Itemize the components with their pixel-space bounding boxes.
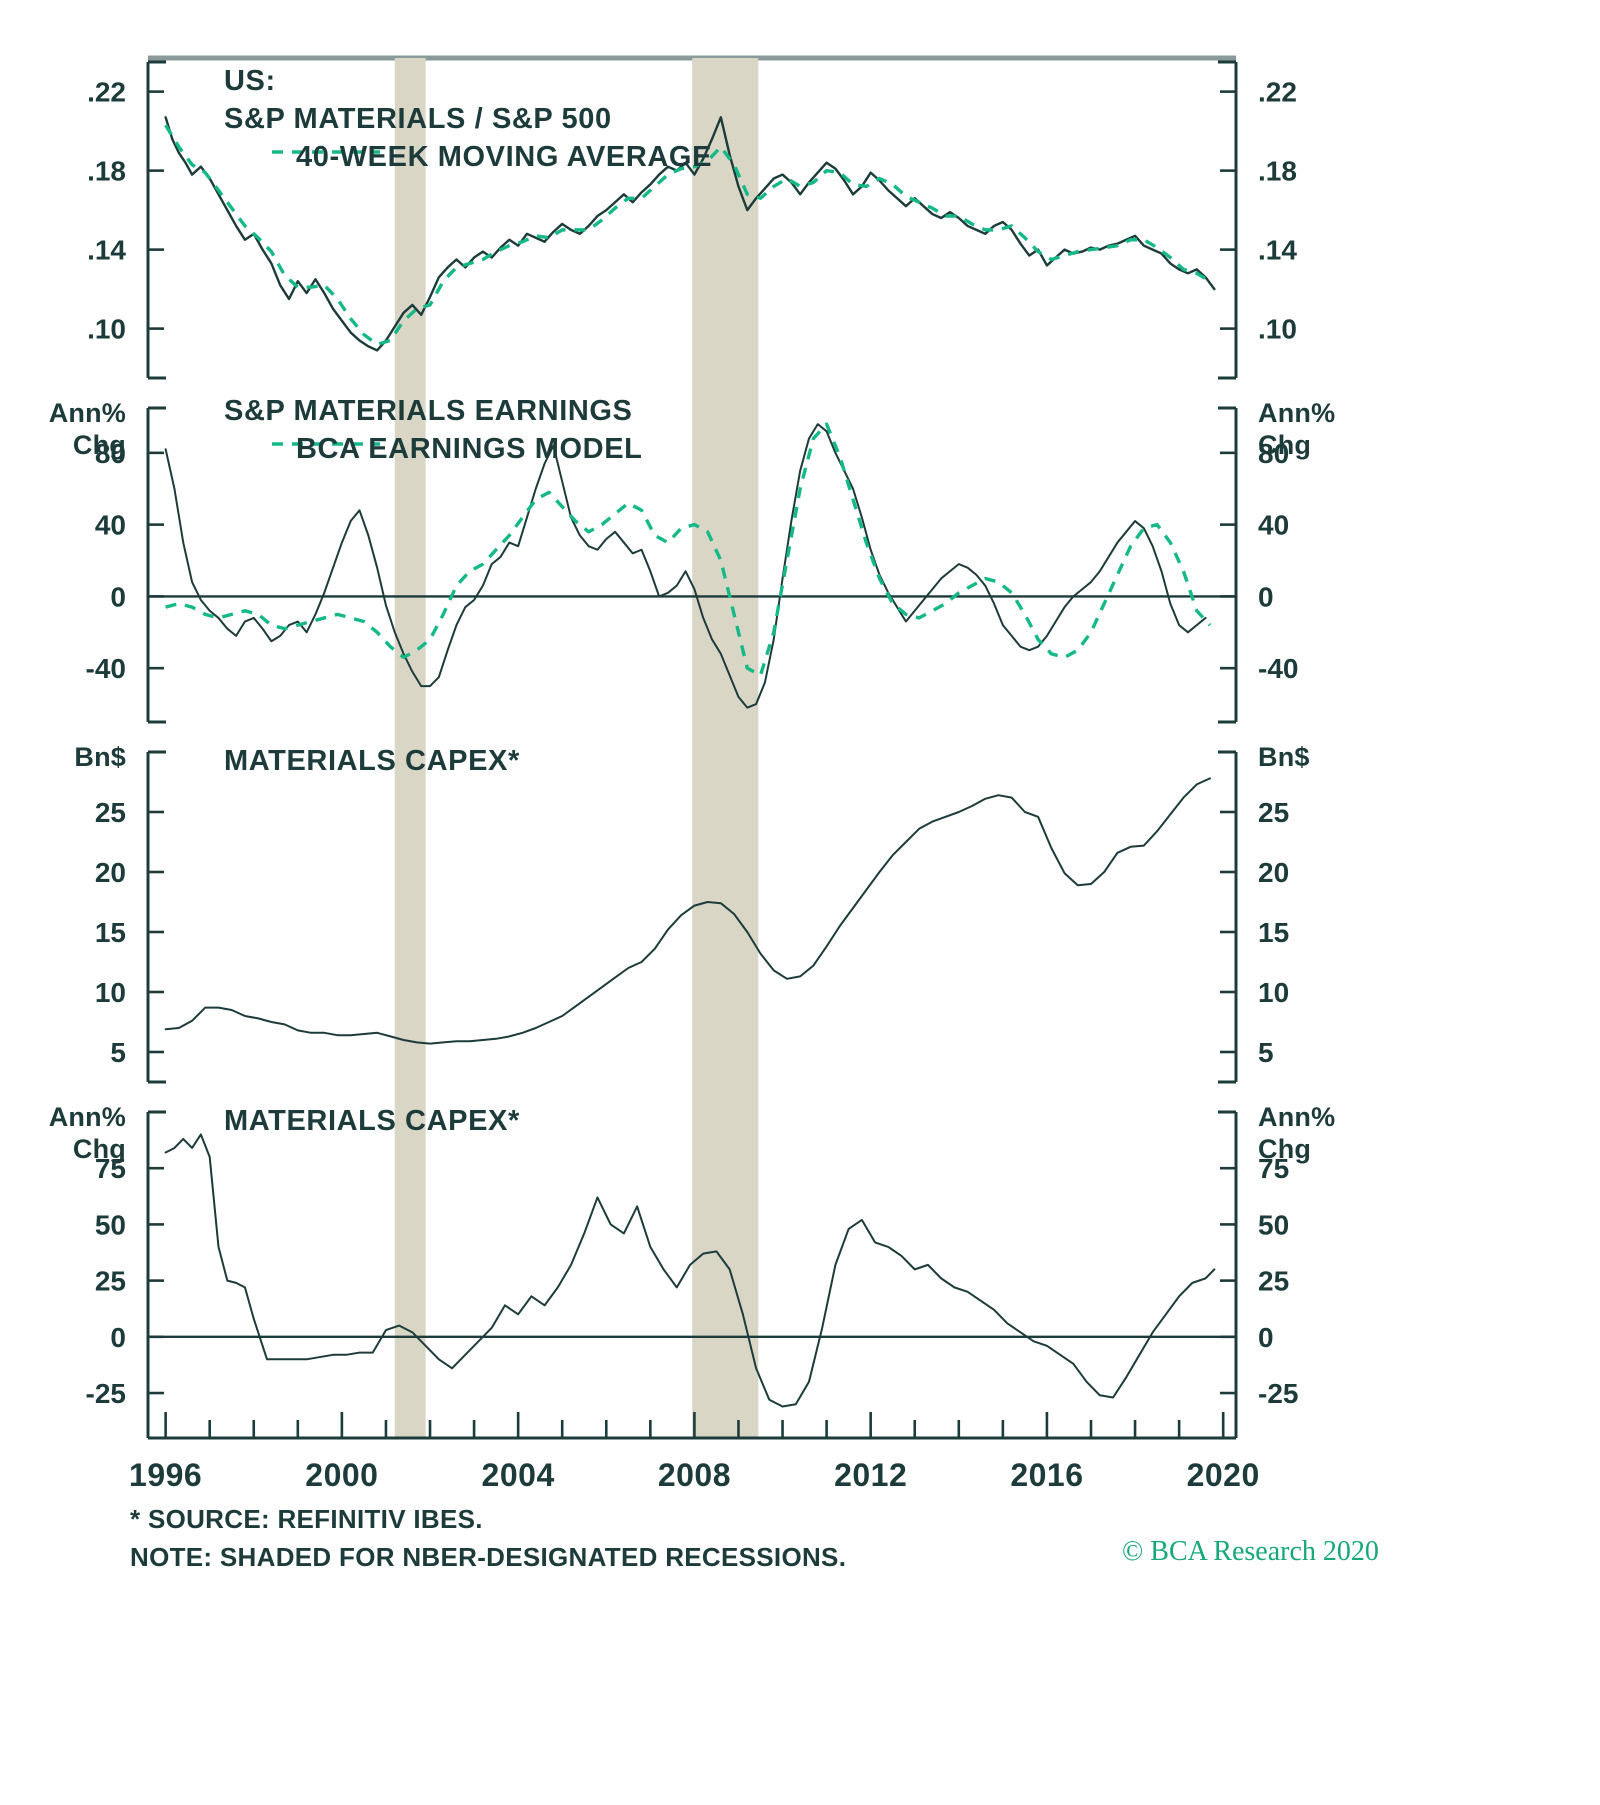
x-axis-label-1: 2000 [305,1457,378,1493]
panel3-ytick-label-2: 15 [95,917,126,948]
panel2-series-0 [164,423,1207,709]
panel4-ylabel-line1: Ann% [49,1102,126,1132]
x-axis-label-6: 2020 [1187,1457,1260,1493]
panel4-series-0 [164,1133,1216,1408]
panel4-ytick-label-3: 0 [110,1322,126,1353]
x-axis-label-3: 2008 [658,1457,731,1493]
panel1-series-1 [164,124,1211,347]
panel4-ylabel-r-line2: Chg [1258,1134,1311,1164]
panel3-ytick-label-0: 25 [95,797,126,828]
panel1-ytick-label-r-2: .14 [1258,235,1297,266]
panel1-subtitle-text: S&P MATERIALS / S&P 500 [224,103,612,135]
panel4-title-text: MATERIALS CAPEX* [224,1105,520,1137]
panel1-title-text: US: [224,65,276,97]
panel4-ytick-label-r-3: 0 [1258,1322,1274,1353]
panel1-ytick-label-r-0: .22 [1258,77,1297,108]
x-axis-label-0: 1996 [129,1457,202,1493]
x-axis-label-5: 2016 [1010,1457,1083,1493]
recession-band-1 [394,58,426,1438]
panel1-ytick-label-r-1: .18 [1258,156,1297,187]
panel3-ytick-label-r-4: 5 [1258,1037,1274,1068]
panel1-ytick-label-0: .22 [87,77,126,108]
panel1-ytick-label-r-3: .10 [1258,314,1297,345]
x-axis-label-2: 2004 [482,1457,555,1493]
panel3-series-0 [164,777,1211,1045]
panel1-ytick-label-3: .10 [87,314,126,345]
panel4-ytick-label-0: 75 [95,1153,126,1184]
panel2-title-text: S&P MATERIALS EARNINGS [224,395,633,427]
panel2-ytick-label-0: 80 [95,438,126,469]
panel2-series-1 [165,422,1212,678]
x-axis-label-4: 2012 [834,1457,907,1493]
panel2-legend-label: BCA EARNINGS MODEL [296,433,642,465]
panel3-title-text: MATERIALS CAPEX* [224,745,520,777]
panel3-ylabel-r: Bn$ [1258,742,1310,772]
panel4-ylabel-r-line1: Ann% [1258,1102,1335,1132]
panel2-ytick-label-r-2: 0 [1258,581,1274,612]
panel3-ytick-label-r-3: 10 [1258,977,1289,1008]
panel2-ytick-label-1: 40 [95,510,126,541]
panel3-ytick-label-r-0: 25 [1258,797,1289,828]
panel1-legend-label: 40-WEEK MOVING AVERAGE [296,141,712,173]
panel4-ytick-label-r-0: 75 [1258,1153,1289,1184]
copyright-label: © BCA Research 2020 [1122,1536,1379,1567]
panel4-ytick-label-1: 50 [95,1209,126,1240]
panel2-ytick-label-3: -40 [86,653,126,684]
panel2-ytick-label-2: 0 [110,581,126,612]
panel2-ytick-label-r-0: 80 [1258,438,1289,469]
panel4-ytick-label-r-2: 25 [1258,1266,1289,1297]
panel4-ytick-label-2: 25 [95,1266,126,1297]
panel1-ytick-label-2: .14 [87,235,126,266]
panel3-ytick-label-r-2: 15 [1258,917,1289,948]
panel2-ylabel-line2: Chg [73,430,126,460]
panel3-ytick-label-4: 5 [110,1037,126,1068]
panel2-ylabel-r-line1: Ann% [1258,398,1335,428]
panel2-ytick-label-r-3: -40 [1258,653,1298,684]
panel4-ylabel-line2: Chg [73,1134,126,1164]
panel4-ytick-label-4: -25 [86,1378,126,1409]
panel2-ylabel-r-line2: Chg [1258,430,1311,460]
panel4-ytick-label-r-1: 50 [1258,1209,1289,1240]
panel2-ytick-label-r-1: 40 [1258,510,1289,541]
panel3-ylabel: Bn$ [74,742,126,772]
footnote-note-text: NOTE: SHADED FOR NBER-DESIGNATED RECESSI… [130,1542,846,1572]
panel3-ytick-label-r-1: 20 [1258,857,1289,888]
panel4-ytick-label-r-4: -25 [1258,1378,1298,1409]
recession-band-2 [692,58,759,1438]
panel1-ytick-label-1: .18 [87,156,126,187]
panel3-ytick-label-3: 10 [95,977,126,1008]
panel3-ytick-label-1: 20 [95,857,126,888]
panel2-ylabel-line1: Ann% [49,398,126,428]
footnote-source-text: * SOURCE: REFINITIV IBES. [130,1504,483,1534]
